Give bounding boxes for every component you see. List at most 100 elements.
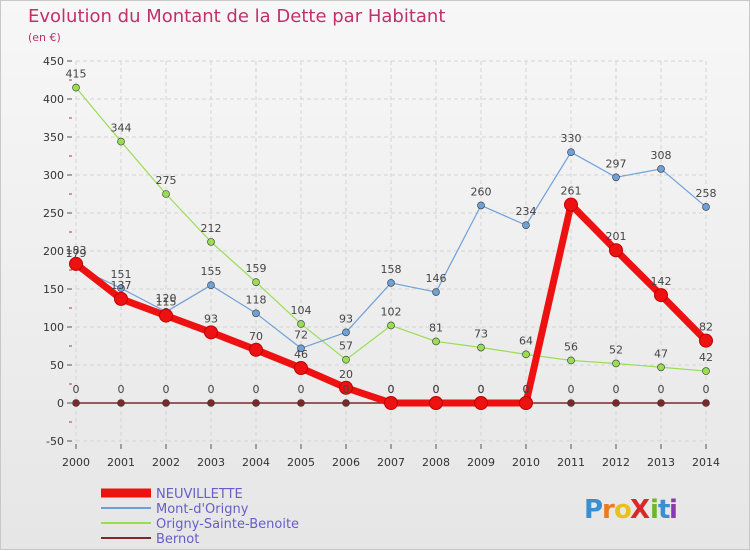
data-label: 0 bbox=[613, 383, 620, 396]
data-label: 0 bbox=[523, 383, 530, 396]
data-point bbox=[567, 399, 575, 407]
data-point bbox=[72, 399, 80, 407]
data-point bbox=[207, 238, 215, 246]
data-point bbox=[297, 399, 305, 407]
data-label: 81 bbox=[429, 321, 443, 334]
legend-label: Origny-Sainte-Benoite bbox=[156, 517, 299, 532]
data-point bbox=[432, 288, 440, 296]
logo-letter: P bbox=[584, 495, 603, 525]
data-point bbox=[162, 399, 170, 407]
data-point bbox=[162, 190, 170, 198]
series-layer bbox=[69, 83, 713, 410]
data-label-layer: 0 0 0 0 0 0 0 0 0 0 0 0 0 0 0 415 344 275 212 159 104 57 102 81… bbox=[66, 68, 717, 396]
data-label: 137 bbox=[111, 279, 132, 292]
data-point bbox=[342, 355, 350, 364]
data-label: 52 bbox=[609, 343, 623, 356]
data-label: 234 bbox=[516, 205, 537, 218]
data-point bbox=[432, 337, 440, 346]
data-label: 72 bbox=[294, 328, 308, 341]
data-point bbox=[297, 320, 305, 328]
x-tick-label: 2013 bbox=[647, 456, 675, 469]
data-point bbox=[204, 325, 218, 340]
data-point bbox=[252, 399, 260, 407]
data-point bbox=[117, 399, 125, 407]
data-label: 159 bbox=[246, 262, 267, 275]
logo-letter: r bbox=[602, 495, 615, 525]
data-label: 0 bbox=[388, 383, 395, 396]
data-label: 151 bbox=[111, 268, 132, 281]
y-tick-label: 250 bbox=[43, 207, 64, 220]
data-label: 47 bbox=[654, 347, 668, 360]
data-point bbox=[294, 361, 308, 376]
data-point bbox=[564, 197, 578, 212]
data-point bbox=[519, 396, 533, 410]
data-point bbox=[252, 309, 260, 318]
data-point bbox=[609, 243, 623, 258]
data-label: 212 bbox=[201, 222, 222, 235]
y-tick-label: 100 bbox=[43, 321, 64, 334]
x-tick-label: 2010 bbox=[512, 456, 540, 469]
data-point bbox=[252, 278, 260, 286]
data-label: 201 bbox=[606, 230, 627, 243]
data-label: 344 bbox=[111, 122, 132, 135]
x-tick-label: 2001 bbox=[107, 456, 135, 469]
data-point bbox=[339, 380, 353, 395]
data-label: 275 bbox=[156, 174, 177, 187]
data-label: 42 bbox=[699, 351, 713, 364]
data-point bbox=[657, 363, 665, 372]
x-tick-label: 2000 bbox=[62, 456, 90, 469]
logo-letter: i bbox=[669, 495, 678, 525]
data-point bbox=[249, 342, 263, 357]
data-point bbox=[477, 201, 485, 210]
data-point bbox=[477, 343, 485, 352]
data-point bbox=[114, 291, 128, 306]
data-label: 0 bbox=[343, 383, 350, 396]
x-tick-label: 2003 bbox=[197, 456, 225, 469]
data-label: 330 bbox=[561, 132, 582, 145]
data-label: 183 bbox=[66, 244, 87, 257]
logo-letter: i bbox=[650, 495, 659, 525]
data-label: 102 bbox=[381, 305, 402, 318]
data-label: 93 bbox=[339, 312, 353, 325]
data-point bbox=[387, 321, 395, 330]
data-label: 118 bbox=[246, 293, 267, 306]
data-label: 158 bbox=[381, 263, 402, 276]
legend-label: Mont-d'Origny bbox=[156, 502, 249, 517]
data-point bbox=[567, 356, 575, 365]
legend-label: Bernot bbox=[156, 532, 199, 547]
data-point bbox=[384, 396, 398, 410]
y-tick-label: 400 bbox=[43, 93, 64, 106]
data-point bbox=[429, 396, 443, 410]
data-label: 0 bbox=[388, 383, 395, 396]
data-label: 0 bbox=[568, 383, 575, 396]
y-tick-label: 200 bbox=[43, 245, 64, 258]
data-point bbox=[702, 203, 710, 211]
x-tick-label: 2009 bbox=[467, 456, 495, 469]
y-tick-label: 150 bbox=[43, 283, 64, 296]
data-label: 0 bbox=[478, 383, 485, 396]
data-point bbox=[117, 284, 125, 293]
x-tick-label: 2008 bbox=[422, 456, 450, 469]
chart-subtitle: (en €) bbox=[28, 31, 61, 44]
data-point bbox=[612, 359, 620, 368]
data-point bbox=[69, 256, 83, 271]
data-label: 0 bbox=[433, 383, 440, 396]
data-point bbox=[474, 396, 488, 410]
x-tick-label: 2002 bbox=[152, 456, 180, 469]
data-label: 56 bbox=[564, 340, 578, 353]
data-label: 57 bbox=[339, 340, 353, 353]
data-point bbox=[207, 399, 215, 407]
data-label: 142 bbox=[651, 275, 672, 288]
data-point bbox=[612, 399, 620, 407]
x-tick-label: 2012 bbox=[602, 456, 630, 469]
y-tick-label: 350 bbox=[43, 131, 64, 144]
data-label: 115 bbox=[156, 296, 177, 309]
data-label: 0 bbox=[118, 383, 125, 396]
logo-letter: X bbox=[630, 495, 650, 525]
data-label: 104 bbox=[291, 304, 312, 317]
legend-label: NEUVILLETTE bbox=[156, 487, 243, 502]
x-tick-label: 2007 bbox=[377, 456, 405, 469]
y-tick-label: 50 bbox=[50, 359, 64, 372]
